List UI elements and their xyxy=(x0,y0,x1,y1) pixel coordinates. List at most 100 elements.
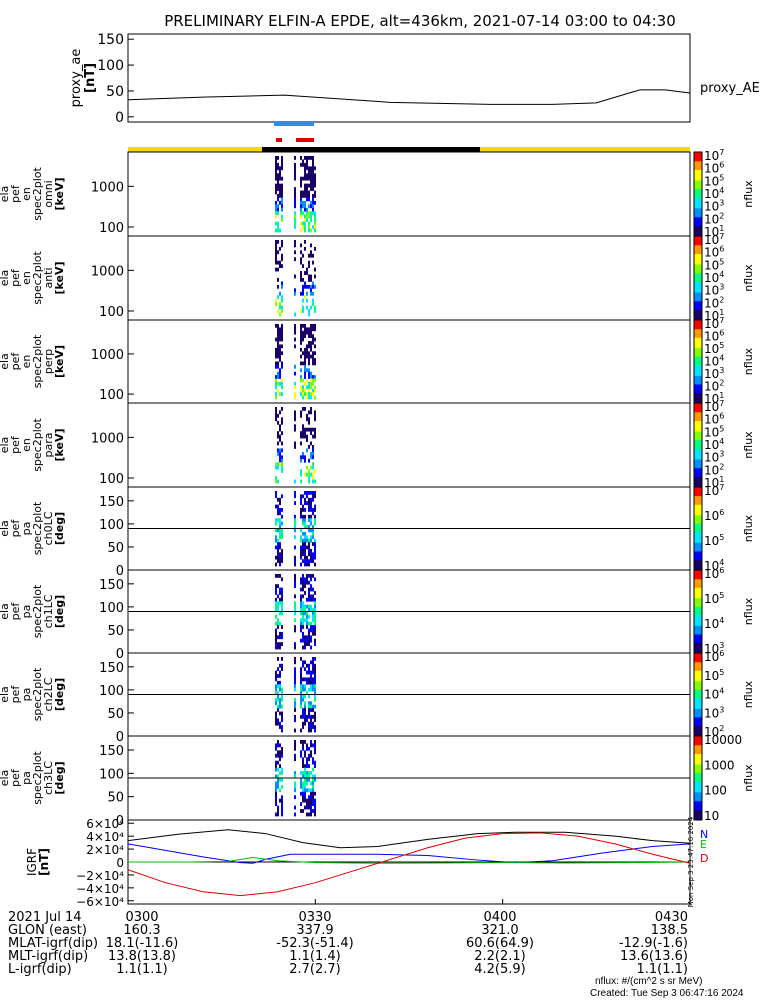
spectrogram-cell xyxy=(314,555,316,560)
spectrogram-cell xyxy=(302,518,304,523)
spectrogram-cell xyxy=(300,330,302,335)
colorbar-segment xyxy=(694,537,702,540)
spectrogram-cell xyxy=(281,625,283,629)
spectrogram-cell xyxy=(277,542,279,546)
spectrogram-tick-label: 100 xyxy=(99,601,124,616)
spectrogram-cell xyxy=(279,368,281,373)
spectrogram-cell xyxy=(304,778,306,782)
proxy-ae-tick-label: 150 xyxy=(97,32,124,48)
spectrogram-cell xyxy=(310,378,312,383)
spectrogram-cell xyxy=(302,711,304,716)
colorbar-segment xyxy=(694,741,702,744)
spectrogram-cell xyxy=(275,364,277,369)
colorbar-segment xyxy=(694,243,702,246)
colorbar-segment xyxy=(694,401,702,404)
spectrogram-cell xyxy=(314,680,316,685)
spectrogram-cell xyxy=(314,431,316,435)
spectrogram-cell xyxy=(312,618,314,623)
colorbar-segment xyxy=(694,202,702,205)
spectrogram-cell xyxy=(304,381,306,386)
spectrogram-cell xyxy=(308,788,310,793)
spectrogram-cell xyxy=(310,680,312,685)
spectrogram-cell xyxy=(302,638,304,643)
spectrogram-cell xyxy=(304,798,306,803)
spectrogram-cell xyxy=(275,240,277,244)
spectrogram-cell xyxy=(302,746,304,751)
spectrogram-cell xyxy=(277,753,279,758)
colorbar-segment xyxy=(694,611,702,614)
spectrogram-cell xyxy=(308,371,310,376)
colorbar-segment xyxy=(694,359,702,362)
colorbar-segment xyxy=(694,229,702,232)
spectrogram-cell xyxy=(308,663,310,668)
spectrogram-cell xyxy=(294,518,296,523)
spectrogram-cell xyxy=(312,708,314,712)
spectrogram-cell xyxy=(312,774,314,779)
colorbar-segment xyxy=(694,422,702,425)
spectrogram-cell xyxy=(277,645,279,650)
spectrogram-cell xyxy=(314,714,316,719)
colorbar-segment xyxy=(694,218,702,221)
spectrogram-cell xyxy=(304,591,306,595)
colorbar-segment xyxy=(694,230,702,233)
spectrogram-cell xyxy=(275,395,277,400)
spectrogram-cell xyxy=(306,577,308,582)
ephemeris-value: 60.6(64.9) xyxy=(466,936,534,951)
colorbar-segment xyxy=(694,223,702,226)
spectrogram-cell xyxy=(277,156,279,160)
spectrogram-cell xyxy=(279,591,281,595)
spectrogram-cell xyxy=(306,354,308,359)
spectrogram-cell xyxy=(302,625,304,629)
spectrogram-cell xyxy=(300,341,302,345)
spectrogram-cell xyxy=(277,621,279,626)
spectrogram-cell xyxy=(308,771,310,775)
colorbar-segment xyxy=(694,627,702,630)
spectrogram-cell xyxy=(302,663,304,668)
colorbar-segment xyxy=(694,293,702,296)
spectrogram-cell xyxy=(308,514,310,519)
spectrogram-cell xyxy=(277,371,279,376)
spectrogram-cell xyxy=(281,431,283,435)
spectrogram-cell xyxy=(300,361,302,366)
spectrogram-cell xyxy=(302,774,304,779)
spectrogram-cell xyxy=(304,371,306,376)
spectrogram-cell xyxy=(294,344,296,349)
spectrogram-cell xyxy=(314,361,316,366)
colorbar-segment xyxy=(694,345,702,349)
spectrogram-cell xyxy=(310,809,312,813)
spectrogram-cell xyxy=(294,211,296,216)
colorbar-segment xyxy=(694,429,702,432)
spectrogram-cell xyxy=(277,559,279,563)
spectrogram-cell xyxy=(302,604,304,609)
colorbar-segment xyxy=(694,818,702,821)
spectrogram-cell xyxy=(310,344,312,349)
spectrogram-cell xyxy=(277,740,279,744)
colorbar-segment xyxy=(694,608,702,611)
spectrogram-cell xyxy=(312,327,314,332)
spectrogram-cell xyxy=(310,635,312,640)
spectrogram-cell xyxy=(275,200,277,205)
spectrogram-cell xyxy=(306,559,308,563)
spectrogram-cell xyxy=(306,211,308,216)
spectrogram-cell xyxy=(294,395,296,400)
spectrogram-cell xyxy=(302,504,304,509)
spectrogram-cell xyxy=(308,594,310,599)
colorbar-segment xyxy=(694,474,702,477)
spectrogram-cell xyxy=(314,494,316,499)
spectrogram-cell xyxy=(308,714,310,719)
spectrogram-cell xyxy=(314,180,316,184)
spectrogram-cell xyxy=(277,667,279,671)
colorbar-segment xyxy=(694,178,702,181)
colorbar-segment xyxy=(694,774,702,777)
spectrogram-cell xyxy=(308,552,310,557)
spectrogram-cell xyxy=(279,183,281,188)
spectrogram-cell xyxy=(304,351,306,356)
spectrogram-cell xyxy=(294,625,296,629)
spectrogram-cell xyxy=(306,764,308,768)
spectrogram-cell xyxy=(310,559,312,563)
spectrogram-cell xyxy=(304,187,306,191)
spectrogram-cell xyxy=(314,812,316,817)
spectrogram-cell xyxy=(281,305,283,310)
spectrogram-cell xyxy=(312,479,314,484)
spectrogram-cell xyxy=(281,385,283,390)
